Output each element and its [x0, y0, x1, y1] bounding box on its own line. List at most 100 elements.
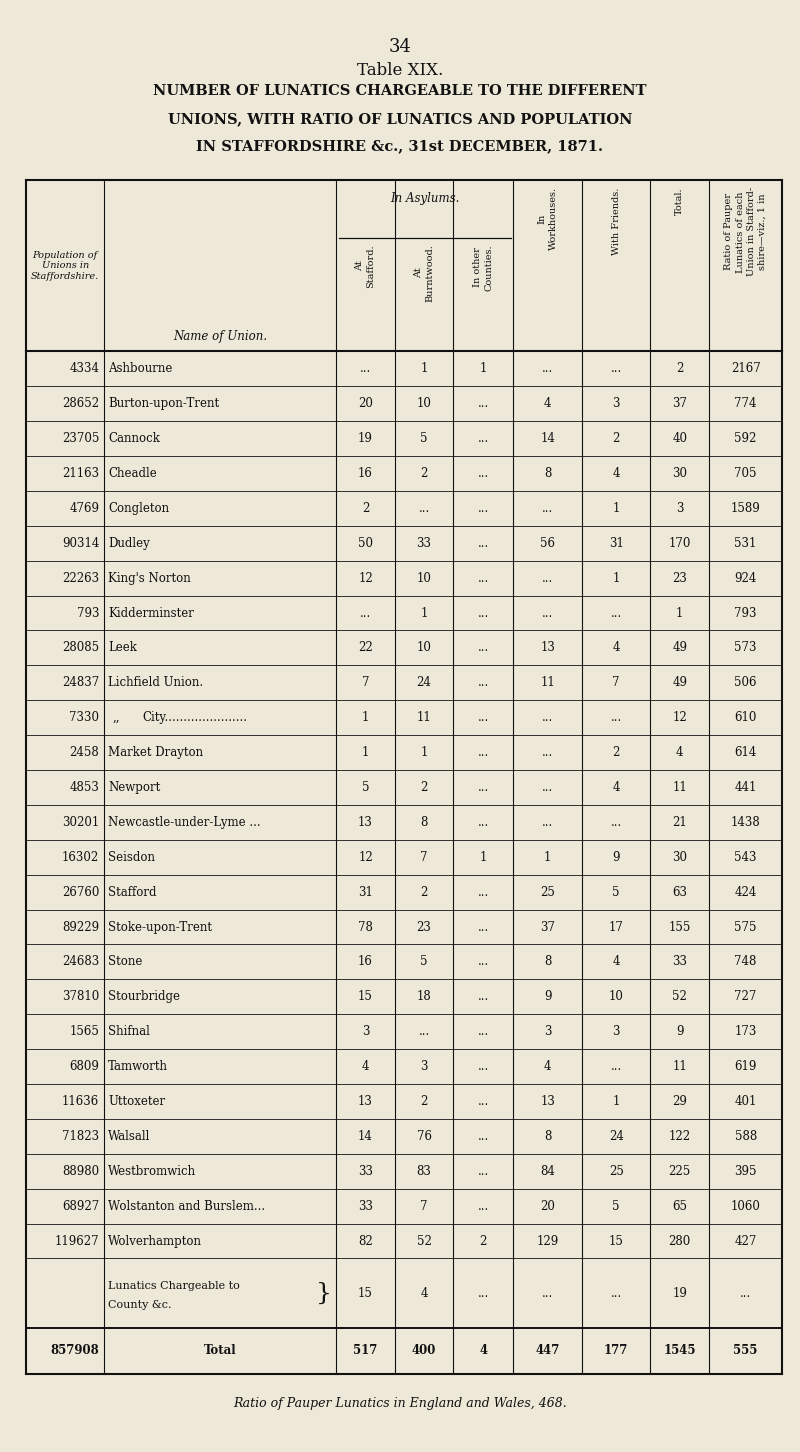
Text: 5: 5 — [613, 1199, 620, 1212]
Text: 4334: 4334 — [70, 363, 99, 375]
Text: 1589: 1589 — [730, 502, 761, 515]
Text: 26760: 26760 — [62, 886, 99, 899]
Text: 9: 9 — [613, 851, 620, 864]
Text: ...: ... — [542, 607, 554, 620]
Text: 24683: 24683 — [62, 955, 99, 968]
Text: 129: 129 — [537, 1234, 558, 1247]
Text: 11636: 11636 — [62, 1095, 99, 1108]
Text: 65: 65 — [672, 1199, 687, 1212]
Text: 225: 225 — [669, 1165, 690, 1178]
Text: Kidderminster: Kidderminster — [108, 607, 194, 620]
Text: IN STAFFORDSHIRE &c., 31st DECEMBER, 1871.: IN STAFFORDSHIRE &c., 31st DECEMBER, 187… — [197, 139, 603, 154]
Text: 23: 23 — [417, 921, 431, 934]
Text: 90314: 90314 — [62, 537, 99, 550]
Text: ...: ... — [610, 1060, 622, 1073]
Text: 4: 4 — [676, 746, 683, 759]
Text: ...: ... — [478, 468, 489, 481]
Text: 2: 2 — [420, 886, 428, 899]
Text: 4: 4 — [544, 398, 551, 411]
Text: 56: 56 — [540, 537, 555, 550]
Text: 6809: 6809 — [70, 1060, 99, 1073]
Text: 793: 793 — [734, 607, 757, 620]
Text: Population of
Unions in
Staffordshire.: Population of Unions in Staffordshire. — [31, 251, 99, 280]
Text: 12: 12 — [358, 572, 373, 585]
Text: 16: 16 — [358, 468, 373, 481]
Text: ...: ... — [478, 642, 489, 655]
Text: 33: 33 — [358, 1165, 373, 1178]
Text: 441: 441 — [734, 781, 757, 794]
Text: 1: 1 — [420, 363, 428, 375]
Text: 573: 573 — [734, 642, 757, 655]
Text: 21163: 21163 — [62, 468, 99, 481]
Text: ...: ... — [360, 607, 371, 620]
Text: 4: 4 — [420, 1286, 428, 1300]
Text: 4: 4 — [613, 642, 620, 655]
Text: 1: 1 — [362, 711, 370, 725]
Text: 155: 155 — [669, 921, 691, 934]
Text: 395: 395 — [734, 1165, 757, 1178]
Text: 7: 7 — [362, 677, 370, 690]
Text: 4: 4 — [479, 1345, 487, 1358]
Text: 3: 3 — [613, 398, 620, 411]
Text: 7: 7 — [420, 851, 428, 864]
Text: 78: 78 — [358, 921, 373, 934]
Text: ...: ... — [478, 1286, 489, 1300]
Text: Shifnal: Shifnal — [108, 1025, 150, 1038]
Text: Dudley: Dudley — [108, 537, 150, 550]
Text: ...: ... — [360, 363, 371, 375]
Text: 11: 11 — [540, 677, 555, 690]
Text: 1: 1 — [676, 607, 683, 620]
Text: 25: 25 — [609, 1165, 624, 1178]
Text: 793: 793 — [77, 607, 99, 620]
Text: 2: 2 — [613, 746, 620, 759]
Text: Stone: Stone — [108, 955, 142, 968]
Text: 3: 3 — [362, 1025, 370, 1038]
Text: 15: 15 — [358, 1286, 373, 1300]
Text: 13: 13 — [540, 642, 555, 655]
Text: 16: 16 — [358, 955, 373, 968]
Text: 575: 575 — [734, 921, 757, 934]
Text: ...: ... — [478, 746, 489, 759]
Text: Burton-upon-Trent: Burton-upon-Trent — [108, 398, 219, 411]
Text: 11: 11 — [417, 711, 431, 725]
Text: 14: 14 — [358, 1130, 373, 1143]
Text: 1: 1 — [613, 502, 620, 515]
Text: 857908: 857908 — [50, 1345, 99, 1358]
Text: 11: 11 — [672, 781, 687, 794]
Text: 89229: 89229 — [62, 921, 99, 934]
Text: 33: 33 — [358, 1199, 373, 1212]
Text: 49: 49 — [672, 642, 687, 655]
Text: King's Norton: King's Norton — [108, 572, 191, 585]
Text: In other
Counties.: In other Counties. — [474, 244, 494, 290]
Text: 13: 13 — [540, 1095, 555, 1108]
Text: 37810: 37810 — [62, 990, 99, 1003]
Text: Congleton: Congleton — [108, 502, 170, 515]
Text: 5: 5 — [420, 955, 428, 968]
Text: 7330: 7330 — [70, 711, 99, 725]
Text: 10: 10 — [417, 642, 431, 655]
Text: 614: 614 — [734, 746, 757, 759]
Text: 2167: 2167 — [730, 363, 761, 375]
Text: 610: 610 — [734, 711, 757, 725]
Text: 31: 31 — [358, 886, 373, 899]
Text: At
Burntwood.: At Burntwood. — [414, 244, 434, 302]
Text: 15: 15 — [358, 990, 373, 1003]
Text: Westbromwich: Westbromwich — [108, 1165, 196, 1178]
Text: 28085: 28085 — [62, 642, 99, 655]
Text: 83: 83 — [417, 1165, 431, 1178]
Text: 588: 588 — [734, 1130, 757, 1143]
Text: 30: 30 — [672, 851, 687, 864]
Text: 29: 29 — [672, 1095, 687, 1108]
Text: 705: 705 — [734, 468, 757, 481]
Text: 24837: 24837 — [62, 677, 99, 690]
Text: 30: 30 — [672, 468, 687, 481]
Text: 531: 531 — [734, 537, 757, 550]
Text: 10: 10 — [609, 990, 624, 1003]
Text: 3: 3 — [420, 1060, 428, 1073]
Text: Table XIX.: Table XIX. — [357, 62, 443, 80]
Text: 8: 8 — [544, 468, 551, 481]
Text: 4: 4 — [362, 1060, 370, 1073]
Text: 5: 5 — [362, 781, 370, 794]
Text: ...: ... — [478, 1199, 489, 1212]
Text: 2: 2 — [613, 433, 620, 446]
